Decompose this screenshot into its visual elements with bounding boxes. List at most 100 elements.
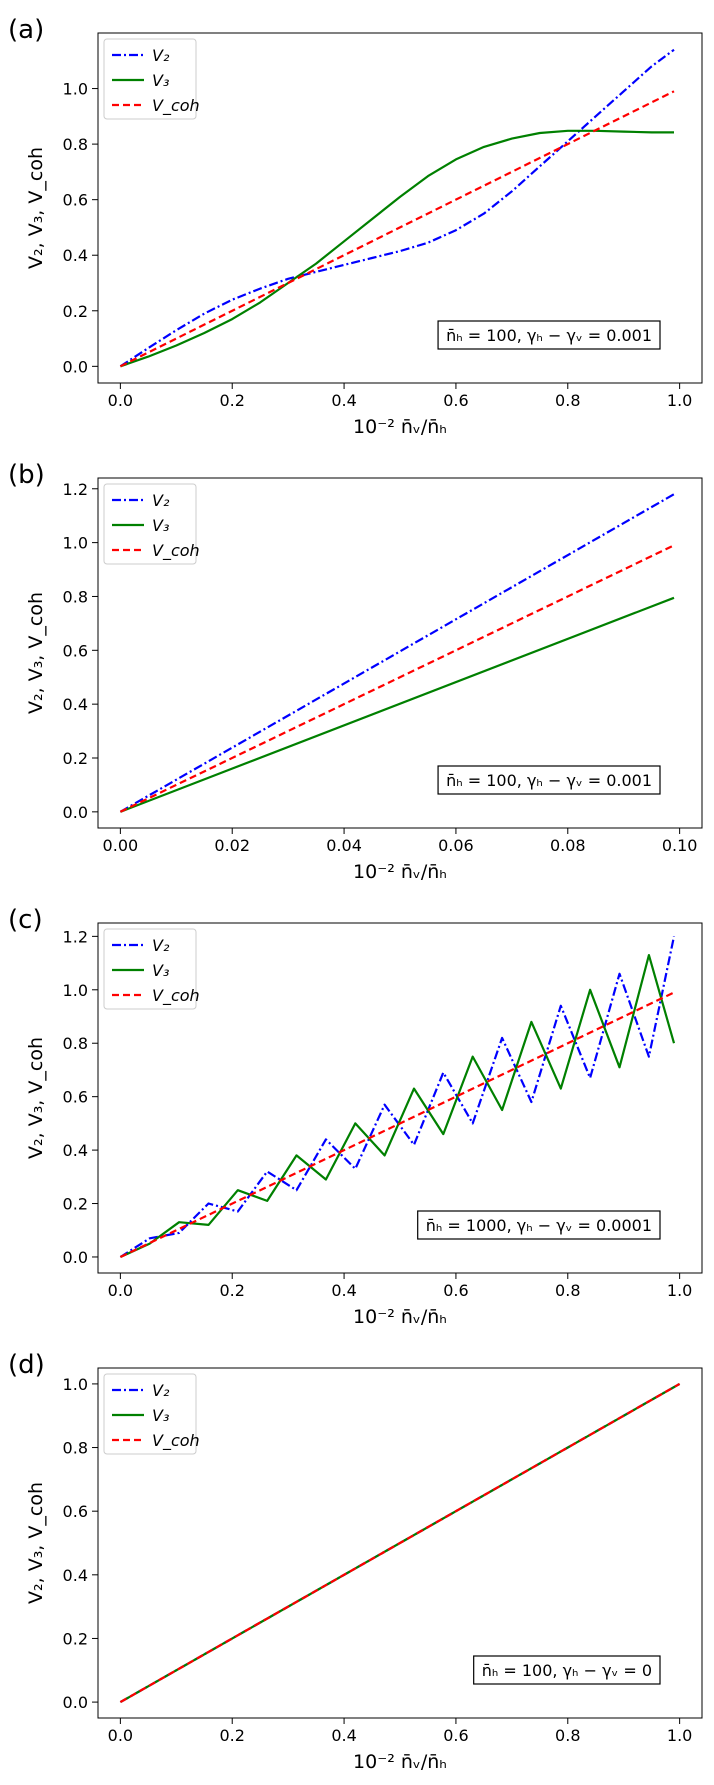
legend-label: V_coh (152, 541, 200, 561)
x-tick-label: 0.6 (443, 1281, 468, 1300)
x-tick-label: 0.0 (108, 1281, 133, 1300)
panel-label: (a) (8, 15, 44, 45)
annotation-text: n̄ₕ = 1000, γₕ − γᵥ = 0.0001 (426, 1216, 652, 1235)
series-line-vcoh (119, 90, 675, 368)
y-tick-label: 0.4 (63, 246, 88, 265)
y-tick-label: 0.2 (63, 1629, 88, 1648)
y-tick-label: 0.6 (63, 1088, 88, 1107)
series-line-vcoh (119, 991, 675, 1258)
y-tick-label: 0.6 (63, 1502, 88, 1521)
y-tick-label: 1.0 (63, 534, 88, 553)
series-line-v3 (119, 953, 676, 1259)
axes-frame (97, 32, 703, 384)
y-tick-label: 0.2 (63, 1195, 88, 1214)
x-axis-label: 10⁻² n̄ᵥ/n̄ₕ (353, 861, 447, 883)
y-axis-label: V₂, V₃, V_coh (25, 147, 47, 269)
legend-label: V_coh (152, 986, 200, 1006)
panel-b: (b) 0.00 0.02 0.04 0.06 0.08 0.10 0.0 0.2 0.4 0.6 0… (8, 460, 703, 883)
legend-label: V_coh (152, 96, 200, 116)
x-tick-label: 0.0 (108, 1726, 133, 1745)
series-line-v2 (119, 48, 675, 368)
x-tick-label: 1.0 (667, 391, 692, 410)
series-line-v2 (119, 493, 675, 813)
x-axis-label: 10⁻² n̄ᵥ/n̄ₕ (353, 1751, 447, 1773)
legend-label: V₂ (152, 491, 170, 510)
axes-frame (97, 922, 703, 1274)
annotation-box (437, 320, 661, 350)
y-tick-label: 0.0 (63, 357, 88, 376)
series-line-v3 (120, 129, 674, 368)
x-tick-label: 0.8 (555, 1281, 580, 1300)
x-axis-label: 10⁻² n̄ᵥ/n̄ₕ (353, 416, 447, 438)
axes-frame (97, 1367, 703, 1719)
y-tick-label: 0.8 (63, 587, 88, 606)
y-tick-label: 0.0 (63, 1248, 88, 1267)
x-tick-label: 0.2 (219, 1281, 244, 1300)
series-line-vcoh (119, 1382, 681, 1704)
x-tick-label: 0.00 (103, 836, 139, 855)
y-tick-label: 0.8 (63, 1439, 88, 1458)
x-tick-label: 0.06 (438, 836, 474, 855)
x-tick-label: 0.02 (214, 836, 250, 855)
legend-box (103, 38, 197, 120)
legend-label: V₃ (152, 1406, 169, 1425)
annotation-text: n̄ₕ = 100, γₕ − γᵥ = 0.001 (446, 326, 652, 345)
y-tick-label: 0.6 (63, 641, 88, 660)
x-tick-label: 0.6 (443, 1726, 468, 1745)
y-tick-label: 0.4 (63, 1141, 88, 1160)
y-tick-label: 0.0 (63, 1693, 88, 1712)
annotation-text: n̄ₕ = 100, γₕ − γᵥ = 0.001 (446, 771, 652, 790)
legend-box (103, 1373, 197, 1455)
y-tick-label: 0.8 (63, 135, 88, 154)
x-tick-label: 1.0 (667, 1726, 692, 1745)
x-tick-label: 0.8 (555, 391, 580, 410)
annotation-box (473, 1655, 661, 1685)
x-tick-label: 0.4 (331, 1281, 356, 1300)
legend-box (103, 928, 197, 1010)
series-line-v2 (119, 936, 676, 1258)
panel-label: (c) (8, 905, 43, 935)
legend-label: V₃ (152, 516, 169, 535)
x-tick-label: 0.10 (662, 836, 698, 855)
y-tick-label: 0.4 (63, 695, 88, 714)
panel-d: (d) 0.0 0.2 0.4 0.6 0.8 1.0 0.0 0.2 0.4 0.6 0.8 1.0 1… (8, 1350, 703, 1773)
y-tick-label: 0.2 (63, 749, 88, 768)
y-axis-label: V₂, V₃, V_coh (25, 1482, 47, 1604)
legend-label: V₂ (152, 46, 170, 65)
legend-box (103, 483, 197, 565)
panel-c: (c) 0.0 0.2 0.4 0.6 0.8 1.0 0.0 0.2 0.4 0.6 0.8 1.0 1… (8, 905, 703, 1328)
legend-label: V_coh (152, 1431, 200, 1451)
y-tick-label: 0.8 (63, 1034, 88, 1053)
x-tick-label: 0.2 (219, 1726, 244, 1745)
x-tick-label: 0.08 (550, 836, 586, 855)
series-line-vcoh (119, 544, 675, 813)
x-tick-label: 0.2 (219, 391, 244, 410)
x-tick-label: 0.4 (331, 391, 356, 410)
panel-a: (a) 0.0 0.2 0.4 0.6 0.8 1.0 0.0 0.2 0.4 0.6 0.8 1.0 1… (8, 15, 703, 438)
legend-label: V₂ (152, 1381, 170, 1400)
y-tick-label: 0.4 (63, 1566, 88, 1585)
y-axis-label: V₂, V₃, V_coh (25, 1037, 47, 1159)
series-line-v3 (120, 596, 675, 813)
axes-frame (97, 477, 703, 829)
y-tick-label: 0.6 (63, 191, 88, 210)
y-tick-label: 1.0 (63, 981, 88, 1000)
y-tick-label: 0.2 (63, 302, 88, 321)
x-tick-label: 0.04 (326, 836, 362, 855)
annotation-box (417, 1210, 661, 1240)
legend-label: V₂ (152, 936, 170, 955)
y-axis-label: V₂, V₃, V_coh (25, 592, 47, 714)
x-tick-label: 0.0 (108, 391, 133, 410)
panel-label: (b) (8, 460, 45, 490)
x-tick-label: 0.4 (331, 1726, 356, 1745)
annotation-box (437, 765, 661, 795)
x-axis-label: 10⁻² n̄ᵥ/n̄ₕ (353, 1306, 447, 1328)
x-tick-label: 0.8 (555, 1726, 580, 1745)
y-tick-label: 1.0 (63, 1375, 88, 1394)
y-tick-label: 1.0 (63, 80, 88, 99)
panel-label: (d) (8, 1350, 45, 1380)
legend-label: V₃ (152, 961, 169, 980)
annotation-text: n̄ₕ = 100, γₕ − γᵥ = 0 (482, 1661, 652, 1680)
y-tick-label: 1.2 (63, 927, 88, 946)
